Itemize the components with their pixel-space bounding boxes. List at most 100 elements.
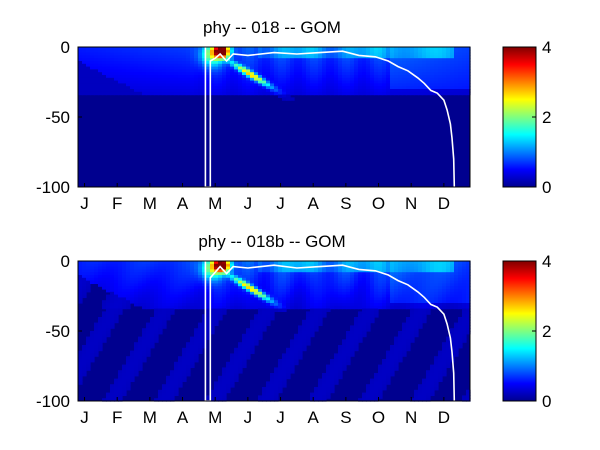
heatmap-cell: [142, 294, 147, 298]
heatmap-cell: [86, 77, 91, 82]
heatmap-cell: [378, 305, 383, 310]
heatmap-cell: [230, 384, 235, 388]
x-tick-label: O: [372, 194, 385, 213]
heatmap-cell: [110, 63, 115, 68]
heatmap-cell: [262, 66, 267, 70]
heatmap-cell: [362, 275, 367, 279]
heatmap-cell: [126, 86, 131, 90]
heatmap-cell: [126, 303, 131, 307]
heatmap-cell: [146, 294, 151, 298]
heatmap-cell: [102, 275, 107, 279]
heatmap-cell: [194, 286, 199, 290]
heatmap-cell: [398, 345, 403, 349]
heatmap-cell: [270, 275, 275, 279]
heatmap-cell: [138, 347, 143, 352]
heatmap-cell: [206, 49, 211, 54]
heatmap-cell: [206, 311, 211, 315]
heatmap-cell: [438, 75, 443, 79]
heatmap-cell: [210, 328, 215, 332]
heatmap-cell: [154, 305, 159, 310]
heatmap-cell: [114, 289, 119, 293]
heatmap-cell: [306, 333, 311, 338]
heatmap-cell: [150, 331, 155, 335]
heatmap-cell: [310, 303, 315, 307]
heatmap-cell: [342, 283, 347, 287]
heatmap-cell: [430, 373, 435, 377]
heatmap-cell: [390, 63, 395, 68]
heatmap-cell: [362, 261, 367, 265]
heatmap-cell: [394, 280, 399, 284]
heatmap-cell: [134, 80, 139, 84]
heatmap-cell: [138, 361, 143, 366]
heatmap-cell: [446, 359, 451, 363]
heatmap-cell: [462, 291, 467, 296]
heatmap-cell: [438, 91, 443, 96]
heatmap-cell: [198, 263, 203, 268]
heatmap-cell: [182, 350, 187, 354]
heatmap-cell: [350, 331, 355, 335]
heatmap-cell: [114, 80, 119, 84]
heatmap-cell: [302, 291, 307, 296]
heatmap-cell: [198, 66, 203, 70]
heatmap-cell: [146, 305, 151, 310]
heatmap-cell: [294, 277, 299, 282]
heatmap-cell: [210, 83, 215, 87]
heatmap-cell: [114, 61, 119, 65]
heatmap-cell: [310, 49, 315, 54]
heatmap-cell: [150, 263, 155, 268]
heatmap-cell: [310, 277, 315, 282]
heatmap-cell: [98, 47, 103, 51]
heatmap-cell: [178, 55, 183, 59]
heatmap-cell: [210, 66, 215, 70]
heatmap-cell: [230, 61, 235, 65]
heatmap-cell: [286, 72, 291, 76]
heatmap-cell: [230, 272, 235, 276]
heatmap-cell: [194, 80, 199, 84]
heatmap-cell: [394, 91, 399, 96]
heatmap-cell: [422, 378, 427, 382]
heatmap-cell: [270, 55, 275, 59]
heatmap-cell: [130, 350, 135, 354]
heatmap-cell: [314, 66, 319, 70]
heatmap-cell: [346, 350, 351, 354]
heatmap-cell: [122, 286, 127, 290]
heatmap-cell: [234, 350, 239, 354]
heatmap-cell: [162, 49, 167, 54]
heatmap-cell: [170, 49, 175, 54]
heatmap-cell: [90, 86, 95, 90]
heatmap-cell: [410, 55, 415, 59]
heatmap-cell: [198, 86, 203, 90]
heatmap-cell: [382, 305, 387, 310]
heatmap-cell: [382, 289, 387, 293]
heatmap-cell: [310, 52, 315, 56]
heatmap-cell: [170, 277, 175, 282]
heatmap-cell: [162, 387, 167, 391]
heatmap-cell: [378, 384, 383, 388]
heatmap-cell: [282, 373, 287, 377]
heatmap-cell: [154, 398, 159, 402]
heatmap-cell: [278, 80, 283, 84]
heatmap-cell: [98, 269, 103, 273]
heatmap-cell: [214, 272, 219, 276]
heatmap-cell: [466, 72, 471, 76]
heatmap-cell: [322, 58, 327, 62]
heatmap-cell: [198, 75, 203, 79]
heatmap-cell: [350, 263, 355, 268]
heatmap-cell: [214, 289, 219, 293]
heatmap-cell: [434, 378, 439, 382]
heatmap-cell: [394, 66, 399, 70]
x-tick-label: D: [438, 194, 450, 213]
heatmap-cell: [370, 77, 375, 82]
heatmap-cell: [362, 291, 367, 296]
heatmap-cell: [162, 392, 167, 396]
heatmap-cell: [402, 263, 407, 268]
heatmap-cell: [410, 69, 415, 73]
heatmap-cell: [82, 58, 87, 62]
heatmap-cell: [462, 72, 467, 76]
heatmap-cell: [154, 289, 159, 293]
heatmap-cell: [418, 266, 423, 270]
heatmap-cell: [102, 303, 107, 307]
heatmap-cell: [382, 89, 387, 93]
heatmap-cell: [382, 303, 387, 307]
heatmap-cell: [198, 47, 203, 51]
